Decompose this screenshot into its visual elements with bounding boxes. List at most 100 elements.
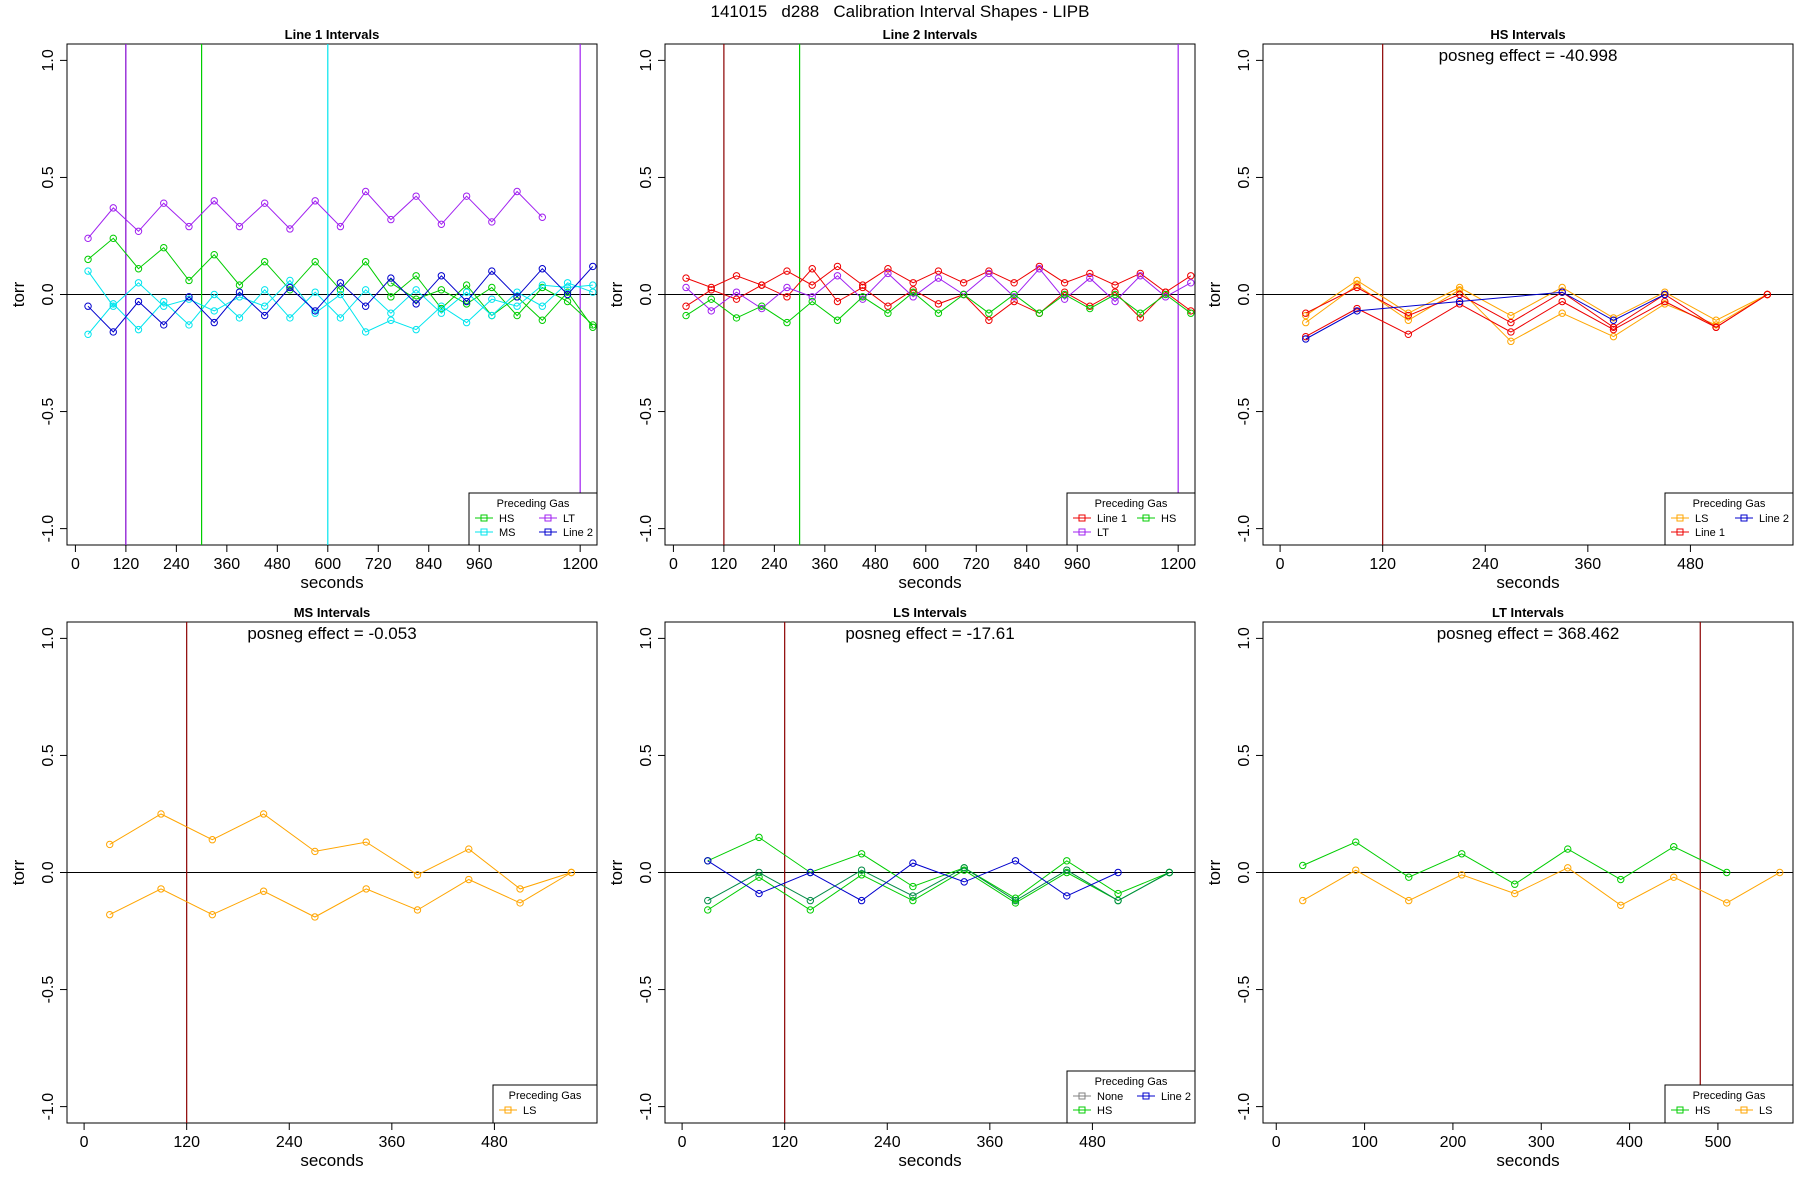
data-point <box>362 838 370 846</box>
data-point <box>1661 290 1669 299</box>
plot-area <box>665 622 1195 1123</box>
data-point <box>704 906 712 914</box>
data-point <box>755 868 763 877</box>
data-point <box>909 882 917 891</box>
legend-box <box>1066 1070 1196 1124</box>
data-point <box>1723 899 1731 907</box>
series-line <box>1305 286 1768 328</box>
series-line <box>390 282 594 326</box>
legend-label: LS <box>1695 513 1708 525</box>
panel-2: Line 2 Intervals 0 120 240 360 480 600 720 840 96… <box>607 27 1196 592</box>
legend-swatch <box>480 514 488 522</box>
data-point <box>808 297 816 306</box>
data-point <box>755 889 763 898</box>
data-point <box>934 274 943 282</box>
data-point <box>336 222 345 231</box>
series-2 <box>682 265 1195 324</box>
legend-swatch <box>1676 528 1684 536</box>
data-point <box>985 316 993 324</box>
data-point <box>1661 288 1669 296</box>
data-point <box>462 300 471 308</box>
panel-1: Line 1 Intervals 0 120 240 360 480 600 720 840 96… <box>9 27 598 592</box>
data-point <box>311 258 319 266</box>
data-point <box>109 204 117 212</box>
series-2 <box>387 279 597 329</box>
data-point <box>160 321 168 329</box>
data-point <box>286 314 294 322</box>
data-point <box>1405 896 1413 905</box>
data-point <box>286 276 294 285</box>
data-point <box>909 286 917 294</box>
data-point <box>437 272 446 280</box>
data-point <box>909 896 917 905</box>
data-point <box>884 302 892 310</box>
x-tick-label: 120 <box>1369 556 1396 573</box>
data-point <box>1035 265 1044 273</box>
data-point <box>985 309 993 317</box>
data-point <box>1063 892 1071 900</box>
data-point <box>1111 290 1119 299</box>
data-point <box>437 302 446 310</box>
series-line <box>685 267 1192 321</box>
data-point <box>1060 279 1069 287</box>
data-point <box>1136 309 1145 317</box>
y-tick-label: -1.0 <box>40 515 57 543</box>
data-point <box>1353 283 1361 292</box>
data-point <box>465 845 473 853</box>
y-tick-label: 1.0 <box>1236 627 1253 649</box>
data-point <box>1161 290 1170 299</box>
plot-area <box>1263 622 1793 1123</box>
data-point <box>857 866 866 874</box>
data-point <box>412 192 420 200</box>
legend: Preceding Gas Line 1 HS LT <box>1066 492 1196 546</box>
legend-swatch <box>1740 1106 1748 1114</box>
data-point <box>1114 868 1122 877</box>
y-tick-label: 0.5 <box>1236 166 1253 188</box>
x-tick-label: 120 <box>173 1134 200 1151</box>
data-point <box>1035 262 1044 271</box>
data-point <box>682 274 690 282</box>
data-point <box>260 258 269 266</box>
data-point <box>1776 868 1784 877</box>
data-point <box>336 279 345 287</box>
data-point <box>806 906 815 914</box>
data-point <box>465 875 473 884</box>
data-point <box>985 267 993 275</box>
figure-title: 141015 d288 Calibration Interval Shapes … <box>710 2 1090 21</box>
data-point <box>732 314 741 322</box>
x-tick-label: 240 <box>874 1134 901 1151</box>
legend-label: HS <box>499 513 514 525</box>
data-point <box>134 297 143 306</box>
data-point <box>210 197 218 205</box>
data-point <box>833 297 842 306</box>
data-point <box>235 222 244 231</box>
data-point <box>488 267 496 275</box>
legend-label: LT <box>563 513 575 525</box>
data-point <box>538 213 547 221</box>
series-line <box>1305 279 1768 321</box>
data-point <box>1507 337 1515 346</box>
data-point <box>260 311 269 320</box>
data-point <box>210 251 218 259</box>
x-tick-label: 0 <box>1276 556 1285 573</box>
panel-title: MS Intervals <box>294 605 371 620</box>
legend-swatch <box>544 514 552 522</box>
x-tick-label: 960 <box>1064 556 1091 573</box>
x-tick-label: 720 <box>963 556 990 573</box>
data-point <box>707 283 715 292</box>
data-point <box>833 316 842 324</box>
legend-label: Line 1 <box>1097 513 1127 525</box>
data-point <box>134 325 143 334</box>
data-point <box>1455 286 1464 294</box>
data-point <box>1404 330 1413 338</box>
y-tick-label: -1.0 <box>1236 1093 1253 1121</box>
data-point <box>1011 899 1020 907</box>
data-point <box>462 288 471 296</box>
data-point <box>109 234 117 243</box>
legend: Preceding Gas HS LT MS Line 2 <box>468 492 598 546</box>
data-point <box>311 913 319 921</box>
y-tick-label: 0.5 <box>1236 744 1253 766</box>
series-4 <box>1302 290 1772 341</box>
data-point <box>884 269 892 278</box>
